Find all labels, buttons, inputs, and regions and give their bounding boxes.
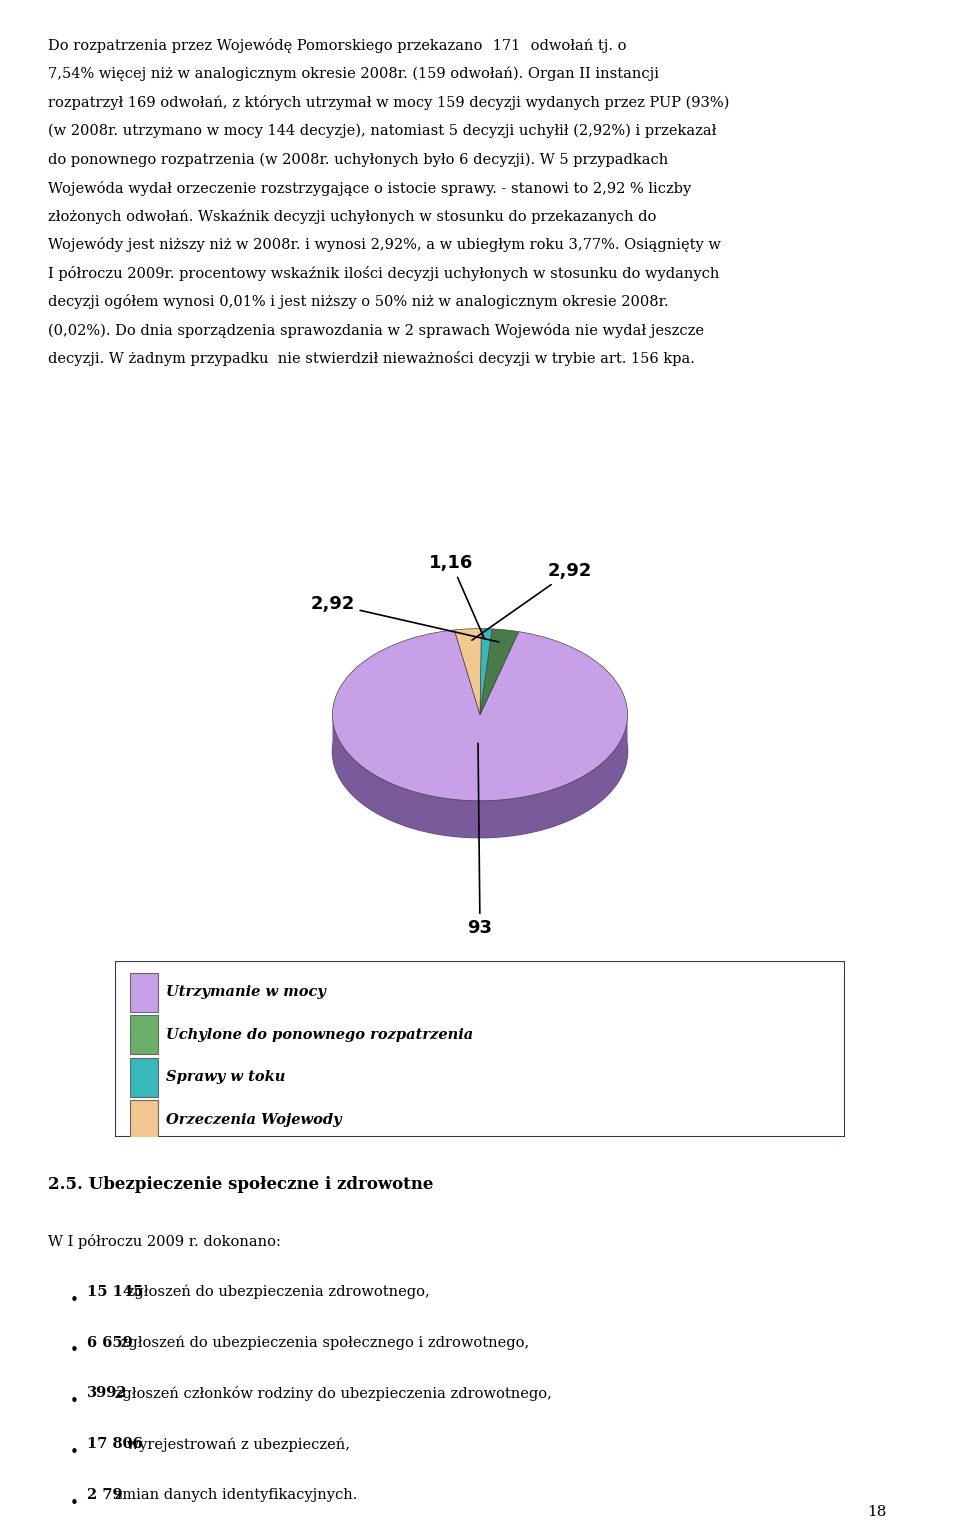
Text: 17 806: 17 806 [86, 1437, 143, 1451]
Polygon shape [480, 629, 492, 715]
Polygon shape [454, 629, 481, 715]
Text: złożonych odwołań. Wskaźnik decyzji uchyłonych w stosunku do przekazanych do: złożonych odwołań. Wskaźnik decyzji uchy… [48, 209, 657, 223]
Text: 15 145: 15 145 [86, 1285, 143, 1299]
Text: Do rozpatrzenia przez Wojewódę Pomorskiego przekazano   171   odwołań tj. o: Do rozpatrzenia przez Wojewódę Pomorskie… [48, 38, 627, 54]
Text: zgłoszeń do ubezpieczenia zdrowotnego,: zgłoszeń do ubezpieczenia zdrowotnego, [122, 1285, 430, 1299]
Text: •: • [70, 1445, 79, 1460]
Text: 7,54% więcej niż w analogicznym okresie 2008r. (159 odwołań). Organ II instancji: 7,54% więcej niż w analogicznym okresie … [48, 66, 659, 81]
Text: decyzji. W żadnym przypadku  nie stwierdził nieważności decyzji w trybie art. 15: decyzji. W żadnym przypadku nie stwierdz… [48, 350, 695, 366]
Text: •: • [70, 1394, 79, 1409]
Text: 6 659: 6 659 [86, 1336, 132, 1349]
Text: Orzeczenia Wojewody: Orzeczenia Wojewody [166, 1113, 342, 1127]
Text: Wojewóda wydał orzeczenie rozstrzygające o istocie sprawy. - stanowi to 2,92 % l: Wojewóda wydał orzeczenie rozstrzygające… [48, 180, 691, 195]
Text: 93: 93 [468, 744, 492, 938]
Text: decyzji ogółem wynosi 0,01% i jest niższy o 50% niż w analogicznym okresie 2008r: decyzji ogółem wynosi 0,01% i jest niższ… [48, 294, 668, 309]
Text: zgłoszeń do ubezpieczenia społecznego i zdrowotnego,: zgłoszeń do ubezpieczenia społecznego i … [116, 1336, 530, 1349]
Text: 18: 18 [867, 1505, 886, 1519]
Text: Utrzymanie w mocy: Utrzymanie w mocy [166, 985, 326, 999]
Text: 2.5. Ubezpieczenie społeczne i zdrowotne: 2.5. Ubezpieczenie społeczne i zdrowotne [48, 1176, 433, 1193]
Text: •: • [70, 1293, 79, 1308]
Text: Uchylone do ponownego rozpatrzenia: Uchylone do ponownego rozpatrzenia [166, 1028, 473, 1042]
Text: wyrejestrowań z ubezpieczeń,: wyrejestrowań z ubezpieczeń, [122, 1437, 350, 1451]
Text: (w 2008r. utrzymano w mocy 144 decyzje), natomiast 5 decyzji uchyłił (2,92%) i p: (w 2008r. utrzymano w mocy 144 decyzje),… [48, 123, 716, 138]
Text: rozpatrzył 169 odwołań, z których utrzymał w mocy 159 decyzji wydanych przez PUP: rozpatrzył 169 odwołań, z których utrzym… [48, 95, 730, 111]
Text: •: • [70, 1496, 79, 1511]
Text: I półroczu 2009r. procentowy wskaźnik ilości decyzji uchyłonych w stosunku do wy: I półroczu 2009r. procentowy wskaźnik il… [48, 266, 719, 281]
Text: do ponownego rozpatrzenia (w 2008r. uchyłonych było 6 decyzji). W 5 przypadkach: do ponownego rozpatrzenia (w 2008r. uchy… [48, 152, 668, 166]
Text: 2 79: 2 79 [86, 1488, 123, 1502]
Bar [130, 1057, 157, 1097]
Text: 3992: 3992 [86, 1386, 128, 1400]
Text: Sprawy w toku: Sprawy w toku [166, 1070, 286, 1084]
Text: 2,92: 2,92 [472, 563, 592, 641]
Text: 1,16: 1,16 [429, 553, 485, 639]
Bar [130, 1100, 157, 1139]
Text: Wojewódy jest niższy niż w 2008r. i wynosi 2,92%, a w ubiegłym roku 3,77%. Osiąg: Wojewódy jest niższy niż w 2008r. i wyno… [48, 238, 721, 252]
Text: 2,92: 2,92 [310, 595, 499, 642]
Text: W I półroczu 2009 r. dokonano:: W I półroczu 2009 r. dokonano: [48, 1234, 281, 1250]
Polygon shape [332, 666, 628, 838]
Bar [130, 1016, 157, 1054]
Polygon shape [332, 715, 628, 838]
Polygon shape [480, 629, 518, 715]
Bar [130, 973, 157, 1011]
Text: zgłoszeń członków rodziny do ubezpieczenia zdrowotnego,: zgłoszeń członków rodziny do ubezpieczen… [110, 1386, 552, 1402]
Text: •: • [70, 1343, 79, 1359]
Polygon shape [332, 630, 628, 801]
Text: (0,02%). Do dnia sporządzenia sprawozdania w 2 sprawach Wojewóda nie wydał jeszc: (0,02%). Do dnia sporządzenia sprawozdan… [48, 323, 704, 338]
Text: zmian danych identyfikacyjnych.: zmian danych identyfikacyjnych. [110, 1488, 358, 1502]
